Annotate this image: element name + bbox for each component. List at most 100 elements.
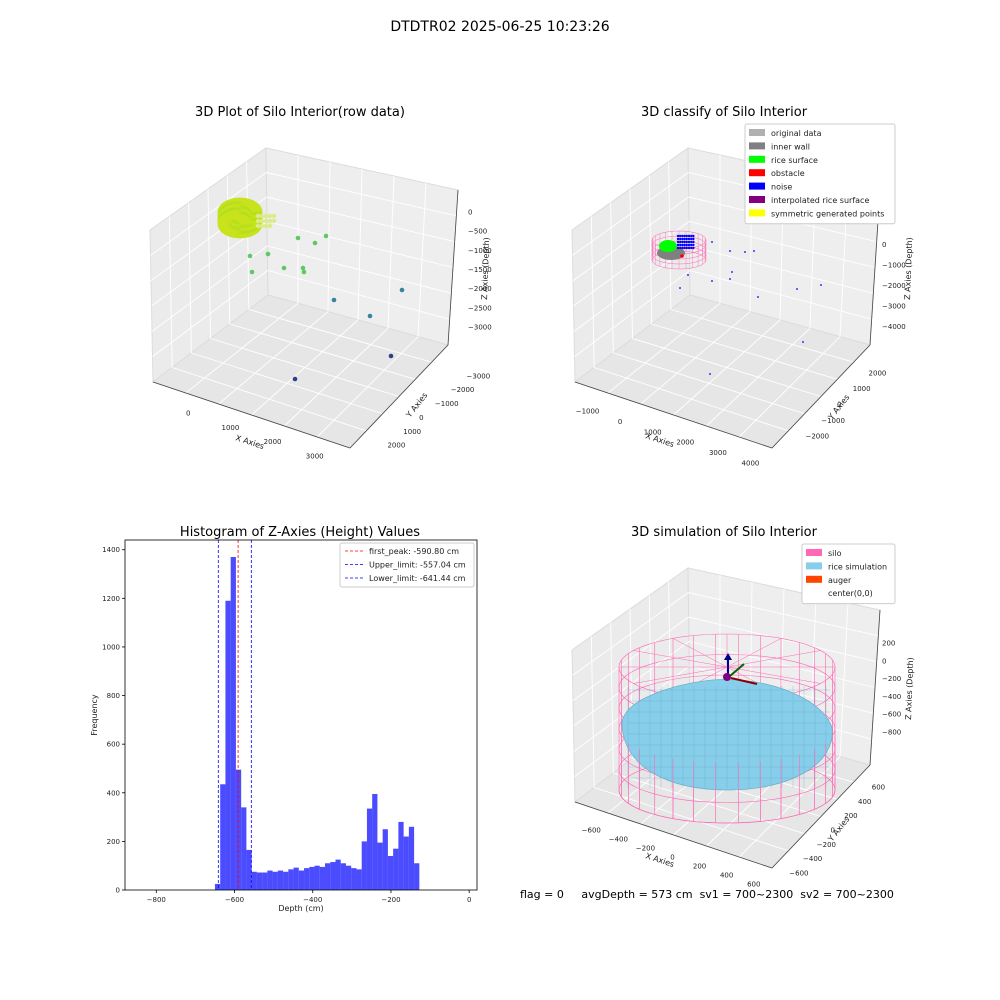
grid-line	[150, 172, 457, 256]
silo-roof-spoke	[633, 650, 728, 668]
legend-swatch	[749, 142, 765, 150]
x-tick-label: 3000	[306, 452, 324, 460]
noise-point	[679, 246, 682, 250]
histogram-bar	[262, 872, 268, 890]
noise-point	[681, 240, 684, 244]
grid-line	[248, 309, 432, 363]
noise-point	[676, 237, 680, 241]
legend-label: rice simulation	[828, 562, 887, 571]
noise-point	[687, 274, 689, 276]
x-axis-line	[574, 801, 773, 869]
legend-label: noise	[771, 183, 792, 192]
y-tick-label: 600	[872, 784, 885, 792]
histogram-bar	[414, 863, 420, 890]
histogram-bar	[293, 867, 299, 890]
x-tick-label: 3000	[709, 449, 727, 457]
simulation-3d-plot: 3D simulation of Silo Interior −600−400−…	[571, 525, 915, 889]
z-axis-line	[869, 609, 881, 766]
histogram-title: Histogram of Z-Axies (Height) Values	[180, 525, 420, 540]
scatter-point	[367, 313, 373, 319]
legend-frame	[744, 123, 896, 225]
cluster-point	[255, 218, 261, 224]
legend-swatch	[806, 562, 822, 570]
noise-point	[687, 246, 691, 250]
simulation-legend: silo rice simulation auger center(0,0)	[801, 543, 896, 605]
y-tick-label: 0	[837, 401, 841, 409]
histogram-reference-lines	[217, 540, 252, 890]
histogram-frame	[124, 539, 478, 891]
x-tick-label: −600	[582, 826, 601, 834]
z-tick-label: −2000	[882, 282, 906, 290]
scatter-point	[312, 240, 318, 246]
histogram-bar	[235, 769, 242, 890]
cluster-point	[259, 223, 265, 229]
z-tick-label: 200	[882, 640, 895, 648]
histogram-bar	[298, 870, 305, 890]
silo-roof-spoke	[672, 638, 728, 668]
histogram-bar	[309, 866, 315, 890]
silo-roof-spoke	[633, 666, 728, 684]
x-tick-label: 0	[670, 854, 674, 862]
raw-data-axes-box	[149, 147, 459, 449]
raw-data-zlabel: Z Axies (Depth)	[480, 237, 491, 300]
center-axis-z-head	[724, 653, 732, 660]
classify-ticks: −1000 0 1000 2000 3000 4000 −2000 −1000 0 1000 200…	[576, 241, 906, 467]
x-tick-label: 0	[186, 410, 190, 418]
grid-line	[590, 216, 595, 368]
histogram-bar	[403, 836, 409, 890]
noise-point	[681, 234, 684, 238]
noise-point	[681, 237, 684, 241]
x-tick-label: 600	[747, 881, 760, 889]
noise-point	[685, 240, 688, 244]
cluster-point	[267, 218, 273, 224]
cluster-point	[263, 218, 269, 224]
scatter-point	[399, 287, 405, 293]
histogram-bars	[214, 557, 420, 890]
noise-point	[683, 246, 686, 250]
scatter-point	[300, 265, 306, 271]
y-tick-label: 2000	[387, 442, 405, 450]
legend-label: Upper_limit: -557.04 cm	[369, 561, 466, 570]
noise-point	[711, 241, 713, 243]
x-tick-label: −400	[609, 835, 628, 843]
y-axis-line	[771, 764, 871, 869]
noise-point	[744, 251, 746, 253]
noise-point	[679, 240, 682, 244]
scatter-point	[301, 269, 307, 275]
noise-point	[687, 243, 691, 247]
y-tick-label: 200	[107, 838, 120, 846]
cluster-point	[267, 213, 273, 219]
silo-roof-spoke	[726, 666, 821, 684]
y-tick-label: −2000	[451, 386, 475, 394]
histogram-bar	[345, 865, 352, 890]
histogram-bar	[225, 600, 231, 890]
obstacle-point	[680, 254, 684, 258]
legend-label: first_peak: -590.80 cm	[369, 547, 459, 556]
noise-point	[690, 246, 693, 250]
histogram-bar	[230, 557, 236, 890]
z-tick-label: −600	[882, 711, 901, 719]
x-tick-label: 1000	[644, 428, 662, 436]
x-tick-label: −1000	[576, 407, 600, 415]
noise-point	[679, 287, 681, 289]
noise-point	[676, 246, 680, 250]
noise-point	[687, 237, 691, 241]
histogram-bar	[351, 868, 357, 890]
x-axis-line	[152, 381, 351, 449]
x-tick-label: 2000	[676, 439, 694, 447]
histogram-bar	[314, 865, 320, 890]
status-line: flag = 0 avgDepth = 573 cm sv1 = 700~230…	[520, 888, 894, 901]
histogram-bar	[251, 871, 257, 890]
x-axis-line	[574, 381, 773, 449]
noise-point	[729, 278, 731, 280]
legend-label: center(0,0)	[828, 589, 873, 598]
noise-point	[692, 240, 695, 244]
x-tick-label: 4000	[742, 460, 760, 468]
noise-point	[679, 243, 682, 247]
noise-point	[683, 240, 686, 244]
y-tick-label: 400	[858, 798, 871, 806]
noise-point	[681, 243, 684, 247]
grid-line	[572, 592, 879, 676]
z-tick-label: 0	[882, 241, 886, 249]
legend-frame	[801, 543, 896, 605]
